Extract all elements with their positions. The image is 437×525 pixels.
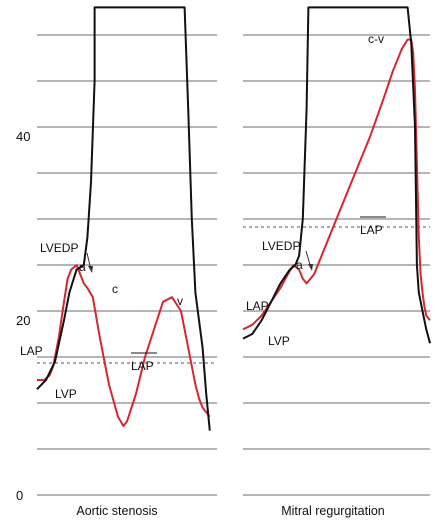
lap-series-mitral-regurgitation [242, 38, 431, 331]
y-tick-20: 20 [16, 313, 30, 328]
lvedp-arrowhead-right [308, 264, 313, 271]
y-axis-ticks: 40 20 0 [16, 129, 30, 503]
label-a-wave-right: a [296, 258, 303, 272]
label-a-wave: a [79, 260, 86, 274]
label-c-v-wave: c-v [368, 32, 384, 46]
label-lvedp-right: LVEDP [262, 239, 300, 253]
panel-title-mitral-regurgitation: Mitral regurgitation [281, 504, 385, 518]
lvp-series-aortic-stenosis [36, 6, 211, 431]
panel-title-aortic-stenosis: Aortic stenosis [76, 504, 157, 518]
lvp-series-mitral-regurgitation [242, 6, 431, 344]
label-lap: LAP [20, 344, 43, 358]
y-tick-0: 0 [16, 488, 23, 503]
label-mean-lap: LAP [131, 359, 154, 373]
label-mean-lap-right: LAP [360, 223, 383, 237]
panel-mitral-regurgitation: c-v LVEDP a LAP LVP LAP Mitral regurgita… [242, 6, 431, 518]
lap-series-aortic-stenosis [37, 264, 211, 427]
label-lvedp: LVEDP [40, 241, 78, 255]
y-tick-40: 40 [16, 129, 30, 144]
label-lap-right: LAP [246, 299, 269, 313]
lvedp-arrowhead [88, 266, 93, 273]
gridlines [37, 34, 430, 496]
label-v-wave: v [177, 294, 183, 308]
label-lvp-right: LVP [268, 334, 290, 348]
label-lvp: LVP [55, 387, 77, 401]
label-c-wave: c [112, 282, 118, 296]
panel-aortic-stenosis: LVEDP a c v LAP LVP LAP Aortic stenosis [20, 6, 217, 518]
